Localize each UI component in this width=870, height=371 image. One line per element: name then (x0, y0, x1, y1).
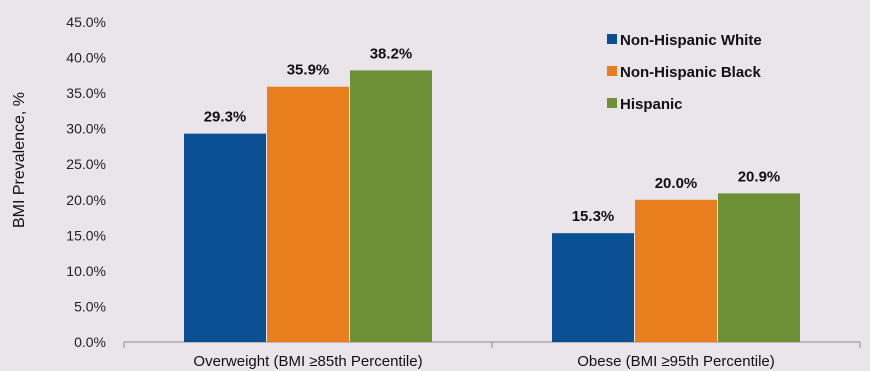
category-labels: Overweight (BMI ≥85th Percentile) Obese (… (193, 353, 774, 370)
y-axis-ticks: 0.0% 5.0% 10.0% 15.0% 20.0% 25.0% 30.0% 35.0% 40… (66, 14, 106, 350)
data-labels: 29.3% 35.9% 38.2% 15.3% 20.0% 20.9% (204, 45, 781, 225)
legend-label: Non-Hispanic Black (620, 64, 762, 81)
data-label: 15.3% (572, 208, 615, 225)
bar (267, 86, 349, 342)
legend-swatch (607, 34, 617, 44)
bar (635, 199, 717, 342)
legend: Non-Hispanic White Non-Hispanic Black Hisp… (607, 32, 762, 113)
data-label: 38.2% (370, 45, 413, 62)
data-label: 35.9% (287, 62, 330, 79)
bar (718, 193, 800, 342)
y-tick-label: 20.0% (66, 192, 106, 208)
y-tick-label: 0.0% (74, 334, 106, 350)
y-axis-label: BMI Prevalence, % (11, 92, 28, 228)
data-label: 29.3% (204, 109, 247, 126)
legend-swatch (607, 66, 617, 76)
y-tick-label: 25.0% (66, 156, 106, 172)
y-tick-label: 15.0% (66, 227, 106, 243)
bar (350, 70, 432, 342)
bar (184, 133, 266, 342)
data-label: 20.9% (738, 168, 781, 185)
category-label: Overweight (BMI ≥85th Percentile) (193, 353, 422, 370)
legend-swatch (607, 98, 617, 108)
y-tick-label: 40.0% (66, 50, 106, 66)
bar (552, 233, 634, 342)
y-tick-label: 35.0% (66, 85, 106, 101)
y-tick-label: 45.0% (66, 14, 106, 30)
y-tick-label: 5.0% (74, 298, 106, 314)
bars (184, 70, 800, 342)
y-tick-label: 30.0% (66, 121, 106, 137)
category-label: Obese (BMI ≥95th Percentile) (577, 353, 774, 370)
legend-label: Non-Hispanic White (620, 32, 762, 49)
data-label: 20.0% (655, 175, 698, 192)
x-axis-ticks (123, 342, 861, 348)
legend-label: Hispanic (620, 96, 683, 113)
y-tick-label: 10.0% (66, 263, 106, 279)
